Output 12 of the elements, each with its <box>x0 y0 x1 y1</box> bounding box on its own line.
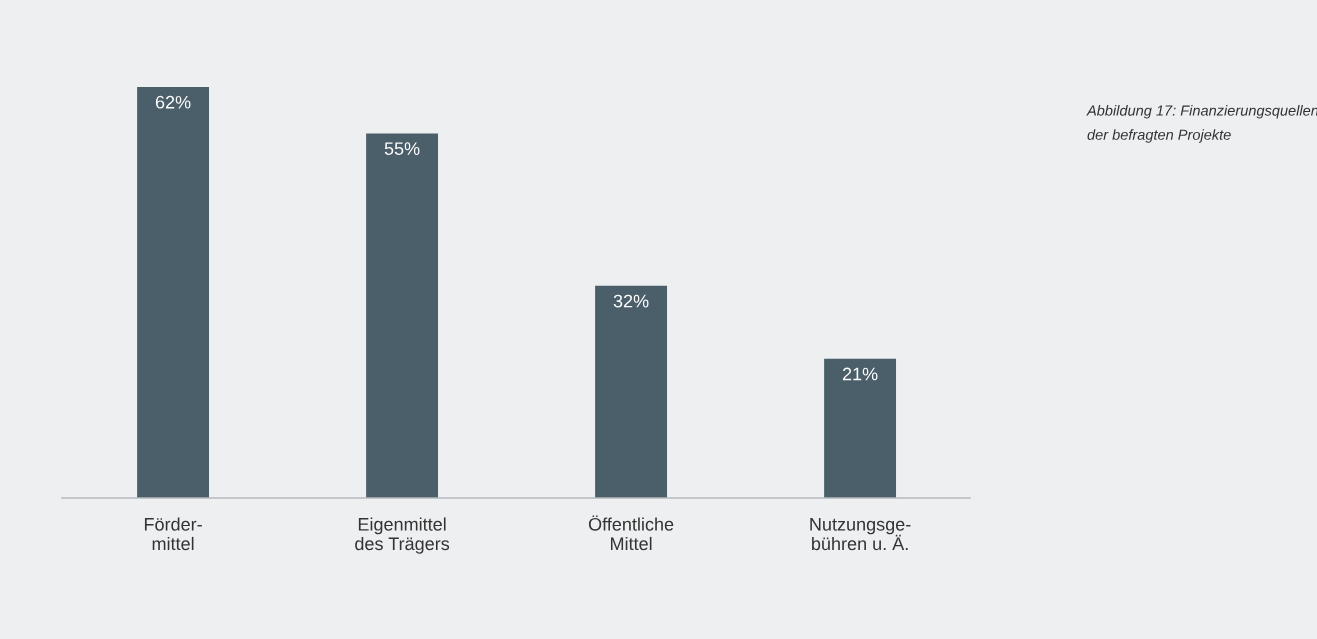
bar <box>137 87 210 498</box>
bar <box>366 133 439 498</box>
bar <box>824 358 897 498</box>
data-label: 32% <box>613 294 649 308</box>
data-label: 55% <box>384 142 420 155</box>
bar <box>595 285 668 498</box>
data-label: 21% <box>842 367 878 381</box>
x-tick-label: Nutzungsge- bühren u. Ä. <box>810 518 911 551</box>
x-tick-label: Öffentliche Mittel <box>588 515 674 551</box>
x-tick-label: Förder- mittel <box>144 517 202 551</box>
x-tick-label: Eigenmittel des Trägers <box>355 517 450 554</box>
data-label: 62% <box>155 95 191 109</box>
